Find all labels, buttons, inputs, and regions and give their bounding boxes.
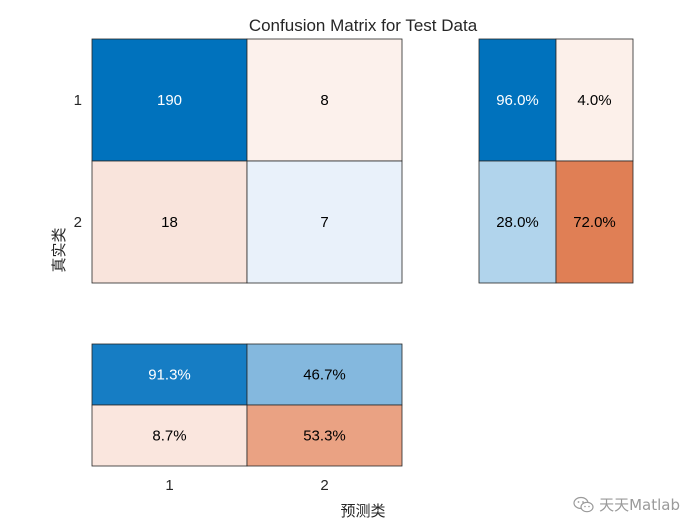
watermark-text: 天天Matlab [599, 496, 680, 514]
column-summary-cell-r1-c2 [246, 343, 403, 406]
axis-ticks: 1 1 2 2 [74, 92, 329, 494]
row-summary-label-r1-c1: 96.0% [496, 92, 539, 109]
counts-label-r1-c2: 8 [320, 92, 328, 109]
row-summary-label-r2-c2: 72.0% [573, 214, 616, 231]
counts-cell-r1-c2 [246, 38, 403, 162]
column-summary-cell-r2-c2 [246, 404, 403, 467]
row-summary-cell-r1-c2 [555, 38, 634, 162]
row-summary-cell-r2-c1 [478, 160, 557, 284]
watermark: 天天Matlab [573, 494, 680, 515]
column-summary-matrix: 91.3% 46.7% 8.7% 53.3% [91, 343, 403, 467]
row-summary-matrix: 96.0% 4.0% 28.0% 72.0% [478, 38, 634, 284]
x-axis-label: 预测类 [340, 502, 385, 520]
chat-bubble-icon [573, 496, 594, 512]
column-summary-label-r2-c1: 8.7% [152, 428, 186, 445]
row-summary-cell-r1-c1 [478, 38, 557, 162]
counts-cell-r1-c1 [91, 38, 248, 162]
x-tick-label-1: 1 [165, 477, 173, 494]
y-tick-label-2: 2 [74, 214, 82, 231]
counts-label-r2-c2: 7 [320, 214, 328, 231]
column-summary-label-r2-c2: 53.3% [303, 428, 346, 445]
row-summary-cell-r2-c2 [555, 160, 634, 284]
column-summary-label-r1-c1: 91.3% [148, 367, 191, 384]
y-tick-label-1: 1 [74, 92, 82, 109]
x-tick-label-2: 2 [320, 477, 328, 494]
row-summary-label-r1-c2: 4.0% [577, 92, 611, 109]
counts-matrix: 190 8 18 7 [91, 38, 403, 284]
row-summary-label-r2-c1: 28.0% [496, 214, 539, 231]
y-axis-label: 真实类 [50, 227, 68, 272]
counts-cell-r2-c1 [91, 160, 248, 284]
counts-cell-r2-c2 [246, 160, 403, 284]
counts-label-r1-c1: 190 [157, 92, 182, 109]
counts-label-r2-c1: 18 [161, 214, 178, 231]
column-summary-label-r1-c2: 46.7% [303, 367, 346, 384]
chart-title: Confusion Matrix for Test Data [249, 16, 478, 35]
